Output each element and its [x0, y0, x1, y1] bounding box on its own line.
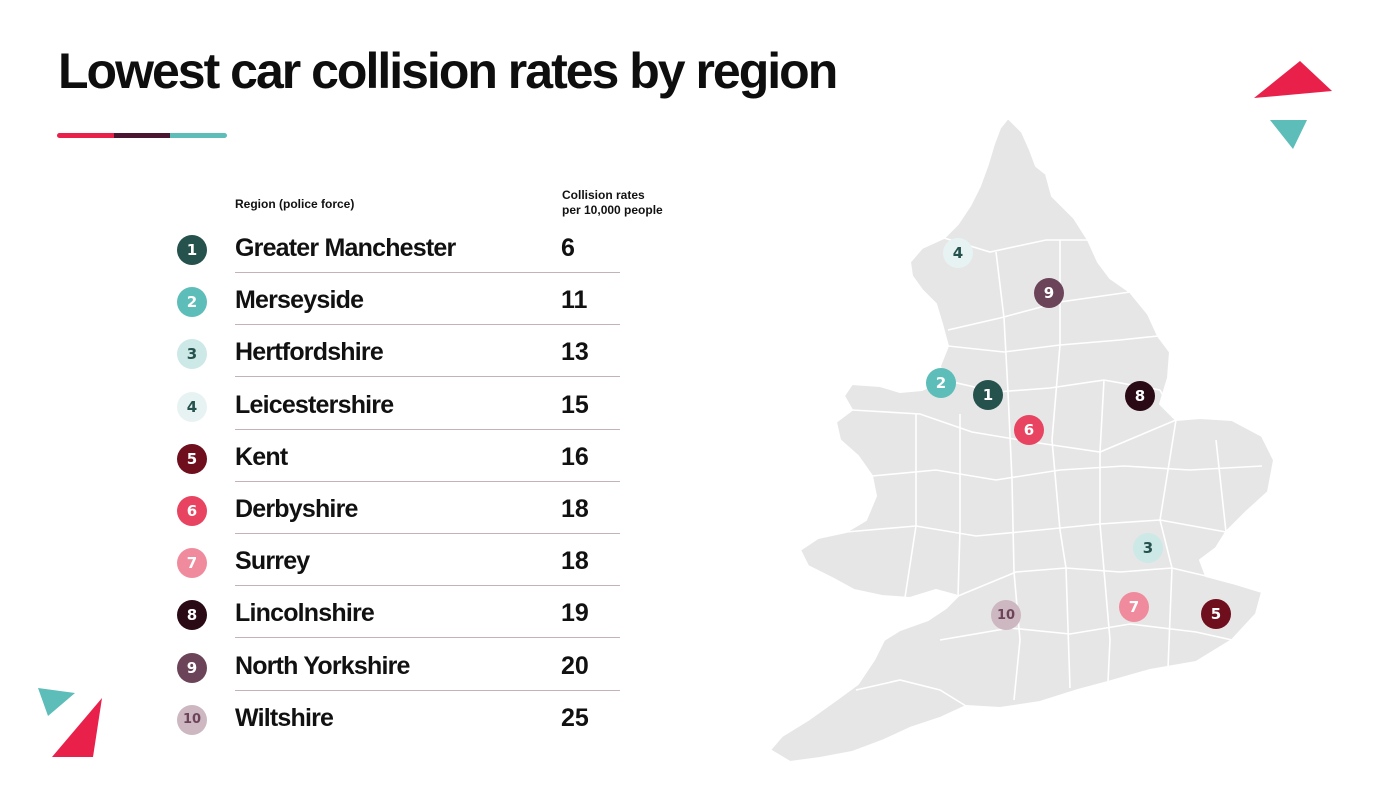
- table-row: 6 Derbyshire 18: [175, 489, 620, 541]
- region-name: Derbyshire: [235, 494, 358, 523]
- border-line: [899, 414, 917, 631]
- border-line: [1215, 439, 1227, 533]
- rate-value: 20: [561, 651, 589, 680]
- map-marker-rank-10: 10: [991, 600, 1021, 630]
- table-row: 8 Lincolnshire 19: [175, 593, 620, 645]
- border-line: [1099, 379, 1111, 683]
- region-name: Wiltshire: [235, 703, 334, 732]
- map-marker-rank-8: 8: [1125, 381, 1155, 411]
- rate-value: 18: [561, 547, 589, 576]
- rate-value: 6: [561, 234, 575, 262]
- rate-value: 11: [561, 286, 588, 315]
- table-row: 9 North Yorkshire 20: [175, 646, 620, 698]
- map-marker-rank-5: 5: [1201, 599, 1231, 629]
- underline-segment-teal: [170, 133, 227, 138]
- region-name: Hertfordshire: [235, 338, 384, 367]
- map-marker-rank-3: 3: [1133, 533, 1163, 563]
- red-triangle-icon: [1254, 61, 1332, 98]
- rate-value: 18: [561, 494, 589, 523]
- row-divider: [235, 324, 620, 326]
- table-row: 1 Greater Manchester 6: [175, 228, 620, 280]
- border-line: [1159, 389, 1177, 669]
- row-divider: [235, 637, 620, 639]
- row-divider: [235, 376, 620, 378]
- rank-badge: 4: [177, 391, 207, 422]
- teal-triangle-icon: [1270, 120, 1307, 149]
- rank-badge: 7: [177, 548, 207, 579]
- underline-segment-red: [57, 133, 114, 138]
- rate-column-header: Collision rates per 10,000 people: [562, 188, 663, 218]
- rate-value: 25: [561, 703, 589, 732]
- border-line: [957, 414, 961, 597]
- row-divider: [235, 272, 620, 273]
- map-marker-rank-7: 7: [1119, 592, 1149, 622]
- border-line: [995, 251, 1021, 701]
- border-line: [851, 409, 1177, 453]
- row-divider: [235, 585, 620, 587]
- region-name: Kent: [235, 442, 288, 471]
- triangle-decoration-top-right: [1254, 61, 1332, 149]
- border-line: [871, 465, 1263, 481]
- region-column-header: Region (police force): [235, 197, 355, 211]
- region-name: Merseyside: [235, 286, 364, 315]
- border-line: [1051, 240, 1071, 689]
- triangle-decoration-bottom-left: [38, 688, 102, 757]
- red-triangle-icon: [52, 698, 102, 757]
- border-line: [939, 623, 1233, 641]
- border-line: [947, 291, 1131, 331]
- rate-value: 16: [561, 442, 589, 471]
- border-line: [957, 567, 1207, 597]
- county-borders: [845, 237, 1263, 707]
- rate-header-line2: per 10,000 people: [562, 203, 663, 217]
- map-marker-rank-1: 1: [973, 380, 1003, 410]
- rate-value: 13: [561, 338, 589, 367]
- title-underline: [57, 133, 227, 138]
- rank-badge: 3: [177, 339, 207, 370]
- table-row: 2 Merseyside 11: [175, 280, 620, 332]
- rank-badge: 8: [177, 600, 207, 631]
- region-name: Lincolnshire: [235, 599, 375, 628]
- rate-value: 19: [561, 599, 589, 628]
- page-title: Lowest car collision rates by region: [58, 43, 838, 99]
- row-divider: [235, 689, 620, 691]
- border-line: [855, 679, 967, 707]
- teal-triangle-icon: [38, 688, 75, 716]
- table-row: 3 Hertfordshire 13: [175, 332, 620, 384]
- table-row: 5 Kent 16: [175, 437, 620, 489]
- map-marker-rank-2: 2: [926, 368, 956, 398]
- row-divider: [235, 428, 620, 430]
- map-marker-rank-9: 9: [1034, 278, 1064, 308]
- rank-badge: 10: [177, 704, 207, 735]
- underline-segment-plum: [113, 133, 171, 138]
- rate-header-line1: Collision rates: [562, 188, 645, 202]
- region-name: Surrey: [235, 547, 310, 576]
- ranking-table: 1 Greater Manchester 6 2 Merseyside 11 3 Hertfo…: [175, 228, 620, 750]
- rate-value: 15: [561, 390, 589, 419]
- map-marker-rank-4: 4: [943, 238, 973, 268]
- table-row: 10 Wiltshire 25: [175, 698, 620, 750]
- rank-badge: 5: [177, 443, 207, 474]
- table-row: 4 Leicestershire 15: [175, 385, 620, 437]
- rank-badge: 1: [177, 235, 207, 265]
- rank-badge: 2: [177, 287, 207, 318]
- row-divider: [235, 480, 620, 482]
- rank-badge: 6: [177, 495, 207, 526]
- table-row: 7 Surrey 18: [175, 541, 620, 593]
- row-divider: [235, 532, 620, 534]
- region-name: Leicestershire: [235, 390, 394, 419]
- rank-badge: 9: [177, 652, 207, 683]
- region-name: North Yorkshire: [235, 651, 410, 680]
- map-marker-rank-6: 6: [1014, 415, 1044, 445]
- region-name: Greater Manchester: [235, 234, 456, 262]
